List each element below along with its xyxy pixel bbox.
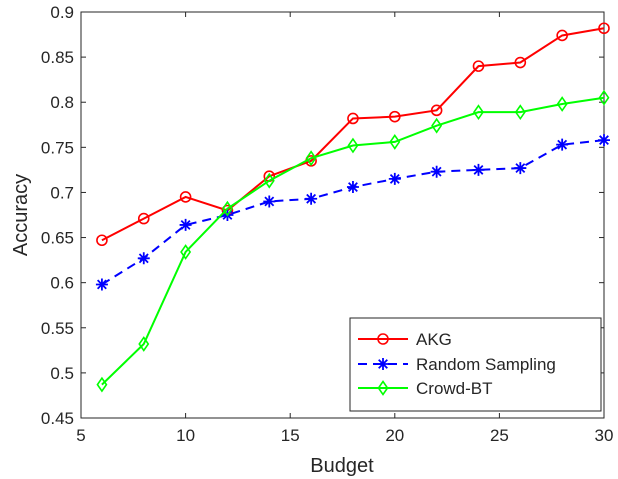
- legend-marker: [377, 358, 389, 370]
- legend-marker: [377, 380, 389, 396]
- data-point: [347, 112, 359, 125]
- data-point: [472, 163, 485, 176]
- x-tick-label: 5: [76, 426, 85, 445]
- legend-marker: [377, 333, 389, 345]
- x-tick-label: 10: [176, 426, 195, 445]
- data-point: [305, 192, 318, 205]
- series-layer: [95, 22, 610, 393]
- series-0: [96, 22, 610, 247]
- x-tick-label: 30: [595, 426, 614, 445]
- series-line: [101, 96, 605, 386]
- legend-label: Crowd-BT: [416, 379, 493, 398]
- y-tick-label: 0.5: [50, 364, 74, 383]
- y-tick-label: 0.9: [50, 3, 74, 22]
- data-point: [514, 162, 527, 175]
- data-point: [598, 22, 610, 35]
- x-tick-label: 25: [490, 426, 509, 445]
- data-point: [430, 104, 443, 117]
- data-point: [305, 150, 317, 167]
- data-point: [263, 172, 275, 189]
- y-tick-label: 0.8: [50, 93, 74, 112]
- data-point: [514, 56, 527, 69]
- data-point: [221, 200, 233, 217]
- data-point: [96, 376, 108, 393]
- data-point: [431, 117, 443, 134]
- data-point: [346, 181, 359, 194]
- series-1: [95, 134, 610, 291]
- data-point: [430, 165, 443, 178]
- data-point: [180, 244, 192, 260]
- x-tick-label: 20: [385, 426, 404, 445]
- data-point: [263, 195, 276, 208]
- y-tick-label: 0.85: [41, 48, 74, 67]
- y-tick-label: 0.7: [50, 183, 74, 202]
- data-point: [472, 60, 485, 72]
- y-tick-label: 0.65: [41, 229, 74, 248]
- y-axis-ticks: 0.45 0.5 0.55 0.6 0.65 0.7 0.75 0.8 0.85 0.9: [41, 3, 604, 428]
- legend-label: AKG: [416, 330, 452, 349]
- data-point: [137, 252, 150, 265]
- data-point: [388, 172, 401, 185]
- data-point: [598, 134, 610, 147]
- series-2: [96, 89, 610, 393]
- x-tick-label: 15: [281, 426, 300, 445]
- y-axis-label: Accuracy: [10, 174, 32, 256]
- data-point: [137, 212, 150, 225]
- data-point: [388, 110, 401, 123]
- data-point: [347, 137, 359, 154]
- data-point: [138, 336, 150, 352]
- data-point: [556, 96, 568, 112]
- legend: AKG Random Sampling Crowd-BT: [349, 317, 602, 412]
- data-point: [179, 218, 192, 231]
- y-tick-label: 0.55: [41, 319, 74, 338]
- legend-label: Random Sampling: [416, 355, 556, 374]
- series-line: [101, 27, 605, 242]
- x-axis-label: Budget: [310, 455, 374, 477]
- data-point: [473, 104, 484, 121]
- data-point: [95, 278, 108, 291]
- data-point: [598, 89, 610, 106]
- data-point: [556, 29, 568, 42]
- data-point: [179, 191, 192, 203]
- data-point: [96, 234, 108, 247]
- data-point: [556, 138, 569, 151]
- y-tick-label: 0.6: [50, 274, 74, 293]
- y-tick-label: 0.75: [41, 138, 74, 157]
- x-axis-ticks: 5 10 15 20 25 30: [76, 12, 613, 445]
- data-point: [389, 134, 401, 150]
- y-tick-label: 0.45: [41, 409, 74, 428]
- data-point: [514, 104, 526, 121]
